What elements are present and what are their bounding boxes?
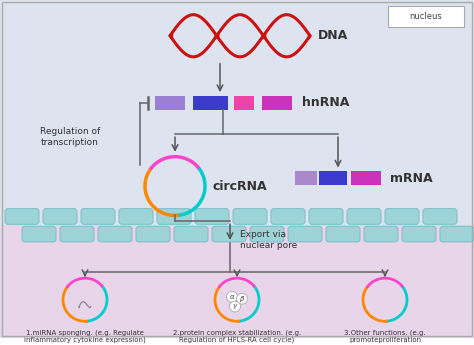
- FancyBboxPatch shape: [440, 226, 474, 242]
- Text: $\beta$: $\beta$: [239, 294, 245, 304]
- Bar: [0, 0, 474, 225]
- FancyBboxPatch shape: [347, 209, 381, 224]
- Bar: [319, 171, 347, 185]
- Text: Regulation of
transcription: Regulation of transcription: [40, 127, 100, 147]
- FancyBboxPatch shape: [309, 209, 343, 224]
- FancyBboxPatch shape: [388, 6, 464, 27]
- Text: 3.Other functions. (e.g.
promoteproliferation: 3.Other functions. (e.g. promoteprolifer…: [344, 329, 426, 343]
- Text: hnRNA: hnRNA: [302, 96, 349, 109]
- Bar: [193, 96, 228, 110]
- Bar: [351, 171, 381, 185]
- FancyBboxPatch shape: [364, 226, 398, 242]
- FancyBboxPatch shape: [402, 226, 436, 242]
- Circle shape: [229, 301, 240, 312]
- Bar: [262, 96, 292, 110]
- FancyBboxPatch shape: [174, 226, 208, 242]
- FancyBboxPatch shape: [250, 226, 284, 242]
- FancyBboxPatch shape: [271, 209, 305, 224]
- FancyBboxPatch shape: [119, 209, 153, 224]
- FancyBboxPatch shape: [233, 209, 267, 224]
- FancyBboxPatch shape: [60, 226, 94, 242]
- Circle shape: [237, 293, 247, 304]
- Bar: [155, 96, 185, 110]
- FancyBboxPatch shape: [423, 209, 457, 224]
- Text: 1.miRNA sponging. (e.g. Regulate
inflammatory cytokine expression): 1.miRNA sponging. (e.g. Regulate inflamm…: [24, 329, 146, 343]
- Text: 2.protein complex stabilization. (e.g.
Regulation of HFLS-RA cell cycle): 2.protein complex stabilization. (e.g. R…: [173, 329, 301, 343]
- FancyBboxPatch shape: [43, 209, 77, 224]
- Bar: [234, 96, 254, 110]
- FancyBboxPatch shape: [385, 209, 419, 224]
- Text: mRNA: mRNA: [390, 172, 433, 185]
- Bar: [0, 225, 474, 338]
- Text: Export via
nuclear pore: Export via nuclear pore: [240, 230, 297, 249]
- FancyBboxPatch shape: [5, 209, 39, 224]
- Text: $\gamma$: $\gamma$: [232, 302, 238, 311]
- FancyBboxPatch shape: [98, 226, 132, 242]
- FancyBboxPatch shape: [22, 226, 56, 242]
- Text: nucleus: nucleus: [410, 12, 442, 21]
- Bar: [295, 171, 317, 185]
- FancyBboxPatch shape: [81, 209, 115, 224]
- FancyBboxPatch shape: [195, 209, 229, 224]
- Text: $\alpha$: $\alpha$: [229, 293, 235, 301]
- Text: DNA: DNA: [318, 29, 348, 42]
- Text: circRNA: circRNA: [213, 180, 268, 193]
- Circle shape: [227, 292, 237, 302]
- FancyBboxPatch shape: [326, 226, 360, 242]
- FancyBboxPatch shape: [288, 226, 322, 242]
- FancyBboxPatch shape: [212, 226, 246, 242]
- FancyBboxPatch shape: [136, 226, 170, 242]
- FancyBboxPatch shape: [157, 209, 191, 224]
